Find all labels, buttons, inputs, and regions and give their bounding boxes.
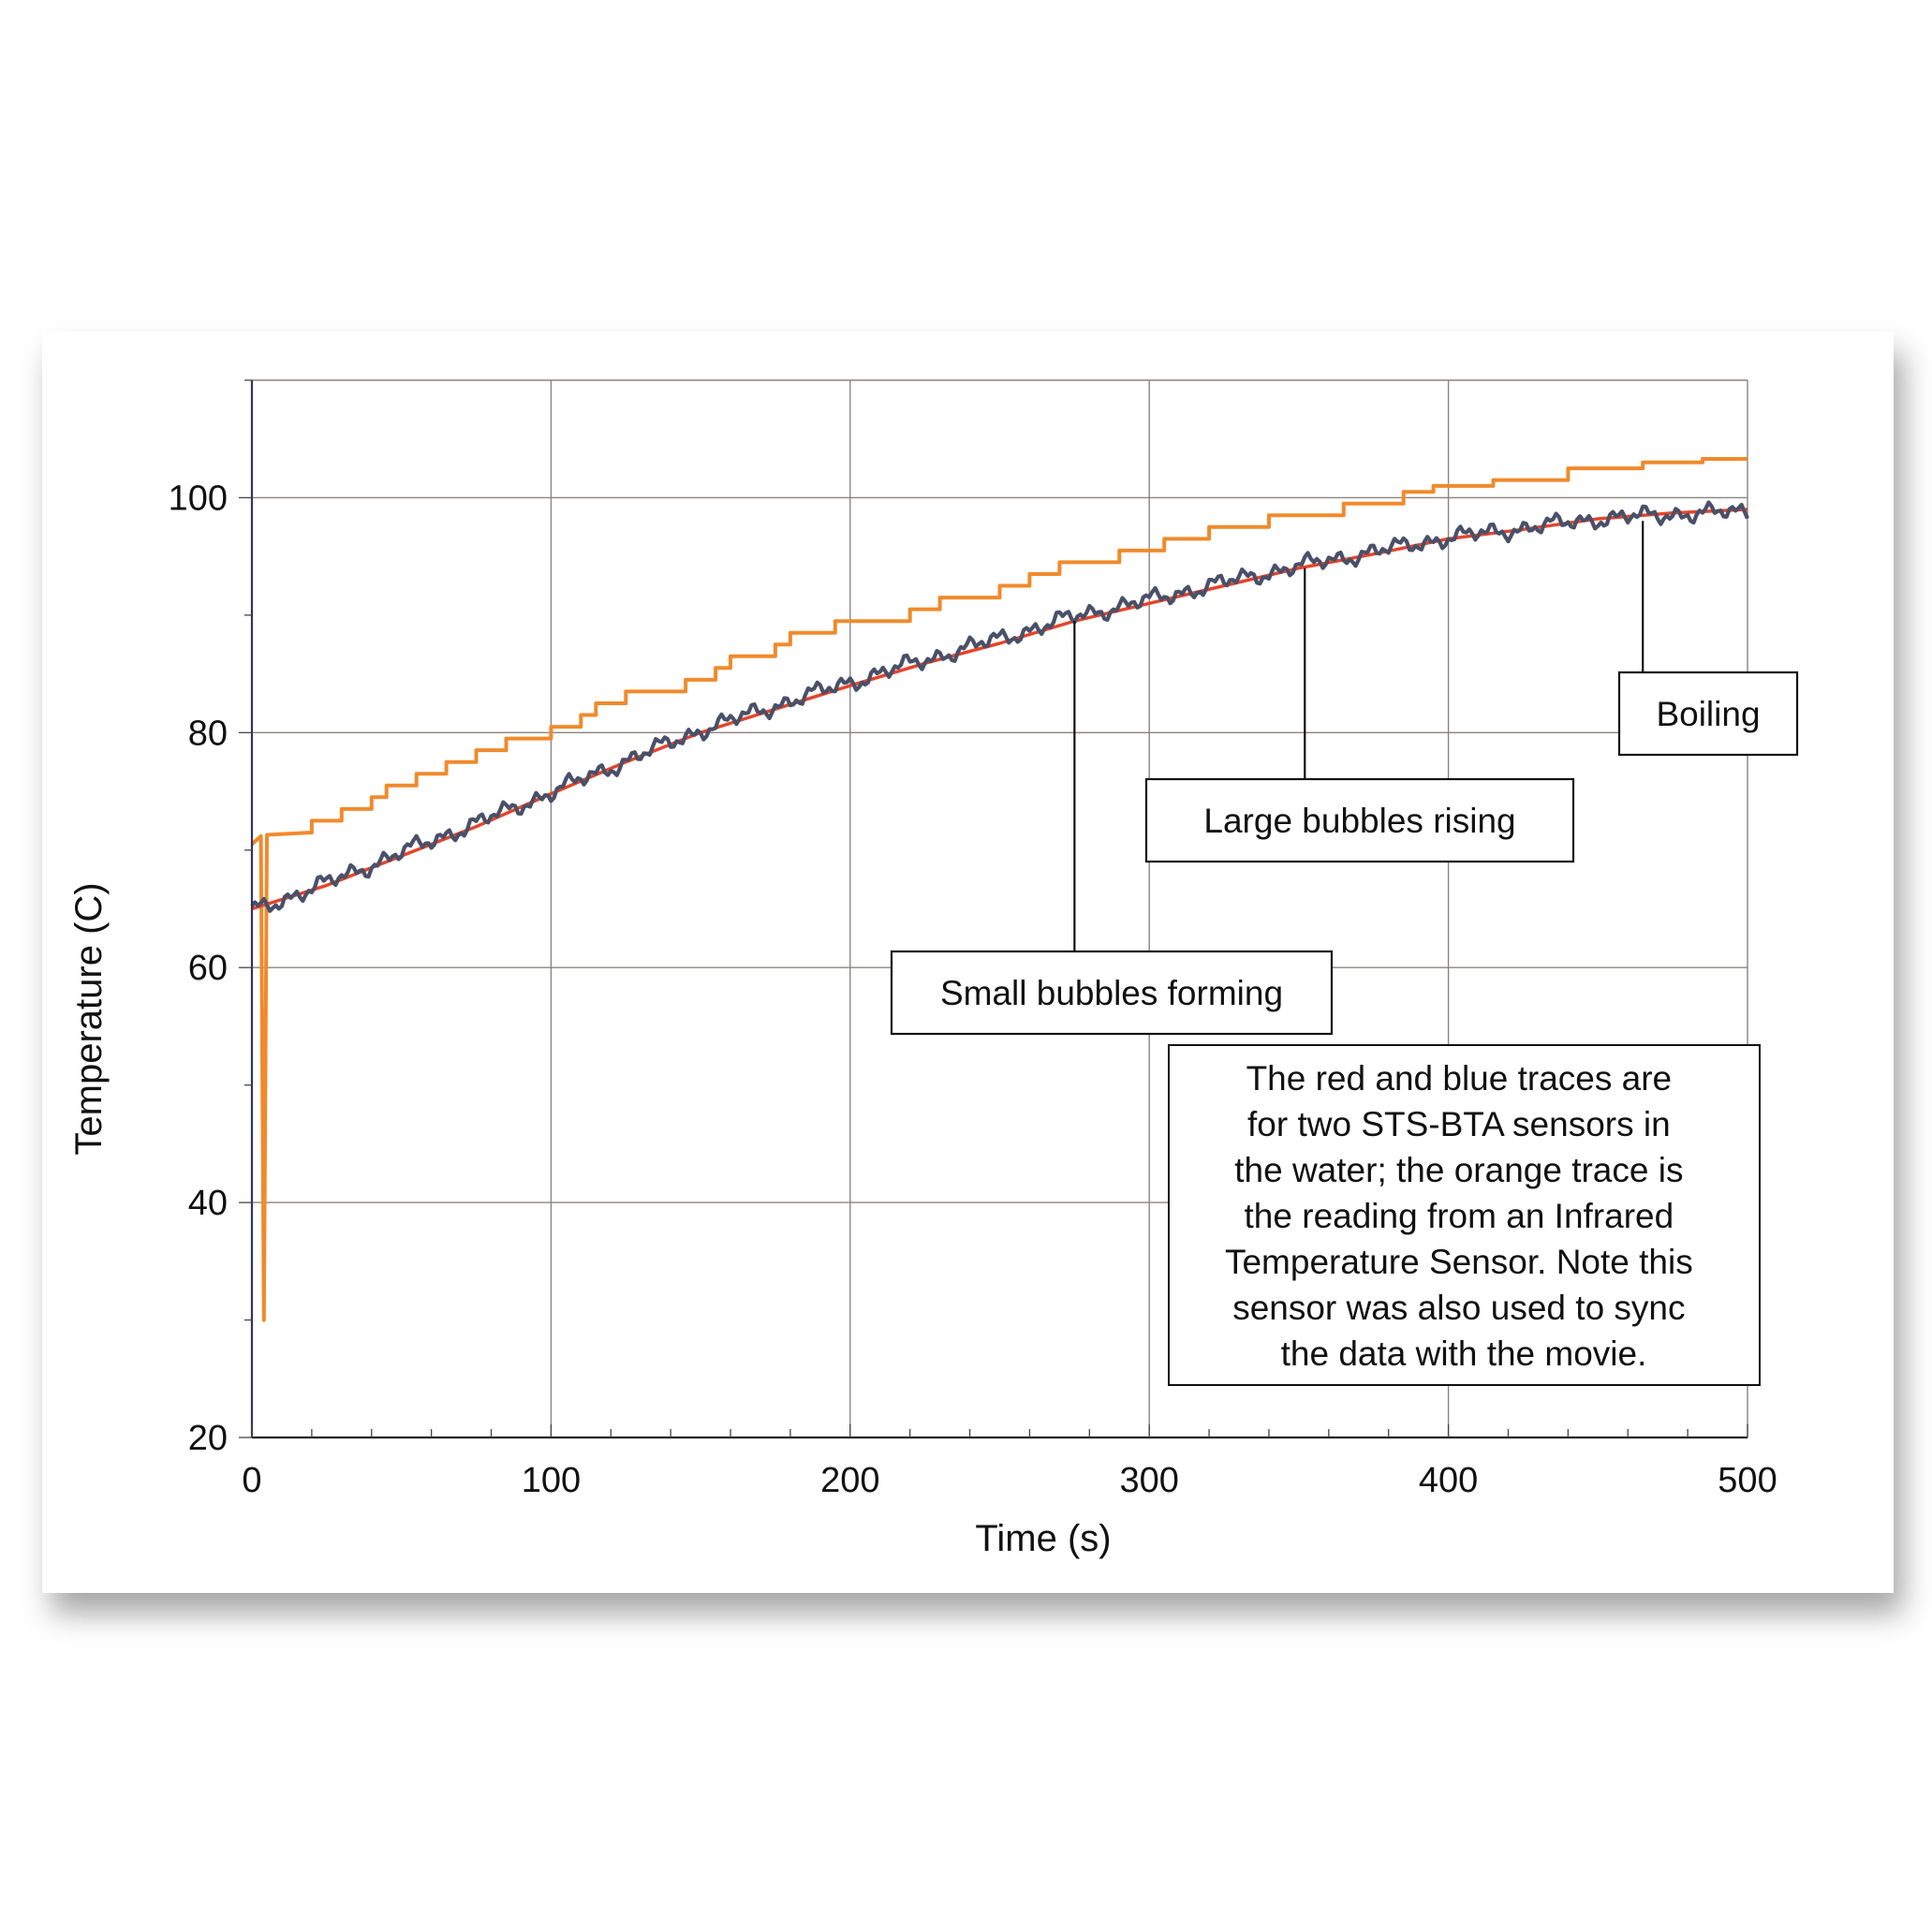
callout-box bbox=[1144, 777, 1575, 863]
y-tick-label: 100 bbox=[169, 479, 228, 518]
temperature-chart: Small bubbles forming Large bubbles risin… bbox=[68, 379, 1799, 1559]
note-line: the water; the orange trace is bbox=[1234, 1151, 1683, 1189]
callout-box bbox=[1617, 671, 1799, 757]
x-tick-label: 300 bbox=[1119, 1461, 1178, 1500]
y-axis-label: Temperature (C) bbox=[68, 882, 110, 1155]
y-tick-label: 80 bbox=[188, 714, 228, 753]
axes bbox=[239, 379, 1748, 1439]
series-line bbox=[250, 500, 1749, 913]
annotation-callouts: Small bubbles forming Large bubbles risin… bbox=[890, 521, 1799, 1036]
x-axis-label: Time (s) bbox=[975, 1518, 1111, 1559]
x-tick-label: 400 bbox=[1419, 1461, 1478, 1500]
x-tick-label: 500 bbox=[1718, 1461, 1777, 1500]
x-tick-label: 100 bbox=[522, 1461, 581, 1500]
callout-label: Boiling bbox=[1656, 695, 1760, 733]
note-line: Temperature Sensor. Note this bbox=[1225, 1243, 1693, 1281]
note-box: The red and blue traces are for two STS-… bbox=[1168, 1044, 1761, 1386]
series-lines bbox=[250, 457, 1749, 1322]
grid-lines bbox=[252, 379, 1748, 1437]
series-line bbox=[250, 457, 1748, 1322]
callout-label: Small bubbles forming bbox=[940, 974, 1283, 1012]
note-line: the data with the movie. bbox=[1281, 1334, 1647, 1373]
note-line: for two STS-BTA sensors in bbox=[1247, 1105, 1671, 1143]
note-line: sensor was also used to sync bbox=[1232, 1289, 1685, 1327]
y-tick-label: 40 bbox=[188, 1184, 228, 1223]
note-box-border bbox=[1168, 1044, 1761, 1386]
note-text: The red and blue traces are for two STS-… bbox=[1225, 1059, 1703, 1373]
note-line: the reading from an Infrared bbox=[1245, 1197, 1674, 1235]
tick-labels: 0 100 200 300 400 500 20 40 60 80 100 bbox=[169, 479, 1777, 1500]
y-tick-label: 60 bbox=[188, 949, 228, 988]
x-tick-label: 0 bbox=[242, 1461, 261, 1500]
y-tick-label: 20 bbox=[188, 1419, 228, 1458]
note-line: The red and blue traces are bbox=[1246, 1059, 1673, 1098]
callout-label: Large bubbles rising bbox=[1203, 802, 1515, 840]
callout-box bbox=[890, 950, 1334, 1036]
chart-card: Small bubbles forming Large bubbles risin… bbox=[42, 332, 1894, 1593]
x-tick-label: 200 bbox=[820, 1461, 879, 1500]
